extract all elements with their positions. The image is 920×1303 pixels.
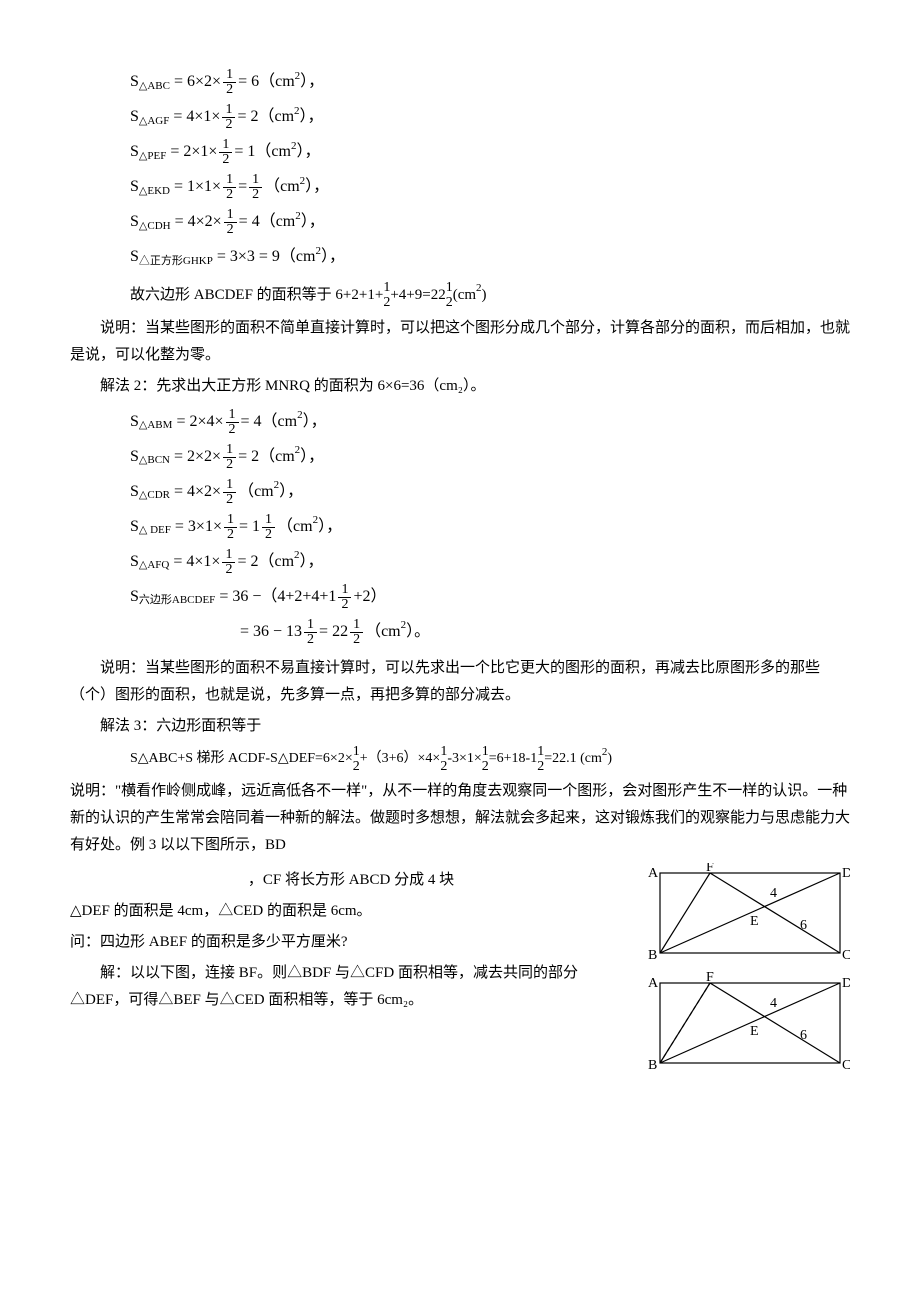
eq-pef: S△PEF = 2×1× 12 = 1（cm2），: [130, 138, 850, 167]
svg-text:F: F: [706, 970, 714, 985]
ex3-line1: ，CF 将长方形 ABCD 分成 4 块: [70, 867, 632, 894]
svg-text:D: D: [842, 976, 850, 991]
svg-text:E: E: [750, 914, 759, 929]
svg-text:6: 6: [800, 918, 807, 933]
eq-hex-final2: = 36 − 13 12 = 22 12 （cm2）。: [240, 618, 850, 647]
svg-text:E: E: [750, 1024, 759, 1039]
svg-text:4: 4: [770, 886, 777, 901]
svg-text:4: 4: [770, 996, 777, 1011]
explain-1: 说明：当某些图形的面积不简单直接计算时，可以把这个图形分成几个部分，计算各部分的…: [70, 315, 850, 369]
eq-agf: S△AGF = 4×1× 12 = 2（cm2），: [130, 103, 850, 132]
svg-text:A: A: [648, 976, 659, 991]
method2-intro: 解法 2：先求出大正方形 MNRQ 的面积为 6×6=36（cm₂）。: [70, 373, 850, 400]
equation-block-2: S△ABM = 2×4× 12 = 4（cm2）， S△BCN = 2×2× 1…: [130, 408, 850, 647]
svg-text:B: B: [648, 948, 657, 963]
figure-rectangles: A F D B C E 4 6 A F D B C: [640, 863, 850, 1093]
method3-intro: 解法 3：六边形面积等于: [70, 713, 850, 740]
svg-text:C: C: [842, 948, 850, 963]
svg-text:A: A: [648, 866, 659, 881]
explain-3: 说明："横看作岭侧成峰，远近高低各不一样"，从不一样的角度去观察同一个图形，会对…: [70, 778, 850, 859]
ex3-line2: △DEF 的面积是 4cm，△CED 的面积是 6cm。: [70, 898, 632, 925]
eq-afq: S△AFQ = 4×1× 12 = 2（cm2），: [130, 548, 850, 577]
eq-hex-final1: S六边形ABCDEF = 36 −（4+2+4+1 12 +2）: [130, 583, 850, 612]
eq-abm: S△ABM = 2×4× 12 = 4（cm2），: [130, 408, 850, 437]
explain-2: 说明：当某些图形的面积不易直接计算时，可以先求出一个比它更大的图形的面积，再减去…: [70, 655, 850, 709]
eq-abc: S△ABC = 6×2× 12 = 6（cm2），: [130, 68, 850, 97]
ex3-solution: 解：以以下图，连接 BF。则△BDF 与△CFD 面积相等，减去共同的部分△DE…: [70, 960, 632, 1014]
eq-def: S△ DEF = 3×1× 12 = 1 12 （cm2），: [130, 513, 850, 542]
eq-cdr: S△CDR = 4×2× 12 （cm2），: [130, 478, 850, 507]
svg-text:F: F: [706, 863, 714, 875]
eq-cdh: S△CDH = 4×2× 12 = 4（cm2），: [130, 208, 850, 237]
svg-text:B: B: [648, 1058, 657, 1073]
eq-bcn: S△BCN = 2×2× 12 = 2（cm2），: [130, 443, 850, 472]
eq-ekd: S△EKD = 1×1× 12 = 12 （cm2），: [130, 173, 850, 202]
hex-sum-line: 故六边形 ABCDEF 的面积等于 6+2+1+ 12 +4+9=22 12 (…: [130, 280, 850, 311]
eq-ghkp: S△正方形GHKP = 3×3 = 9（cm2），: [130, 243, 850, 272]
svg-text:6: 6: [800, 1028, 807, 1043]
svg-text:C: C: [842, 1058, 850, 1073]
ex3-line3: 问：四边形 ABEF 的面积是多少平方厘米?: [70, 929, 632, 956]
svg-text:D: D: [842, 866, 850, 881]
method3-equation: S△ABC+S 梯形 ACDF-S△DEF=6×2× 12 +（3+6）×4× …: [130, 744, 850, 775]
equation-block-1: S△ABC = 6×2× 12 = 6（cm2）， S△AGF = 4×1× 1…: [130, 68, 850, 272]
